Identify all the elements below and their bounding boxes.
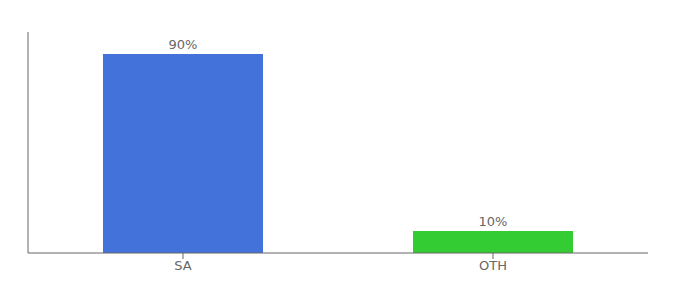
svg-text:SA: SA	[174, 258, 191, 273]
svg-text:90%: 90%	[169, 37, 198, 52]
svg-text:OTH: OTH	[479, 258, 507, 273]
svg-text:10%: 10%	[479, 214, 508, 229]
